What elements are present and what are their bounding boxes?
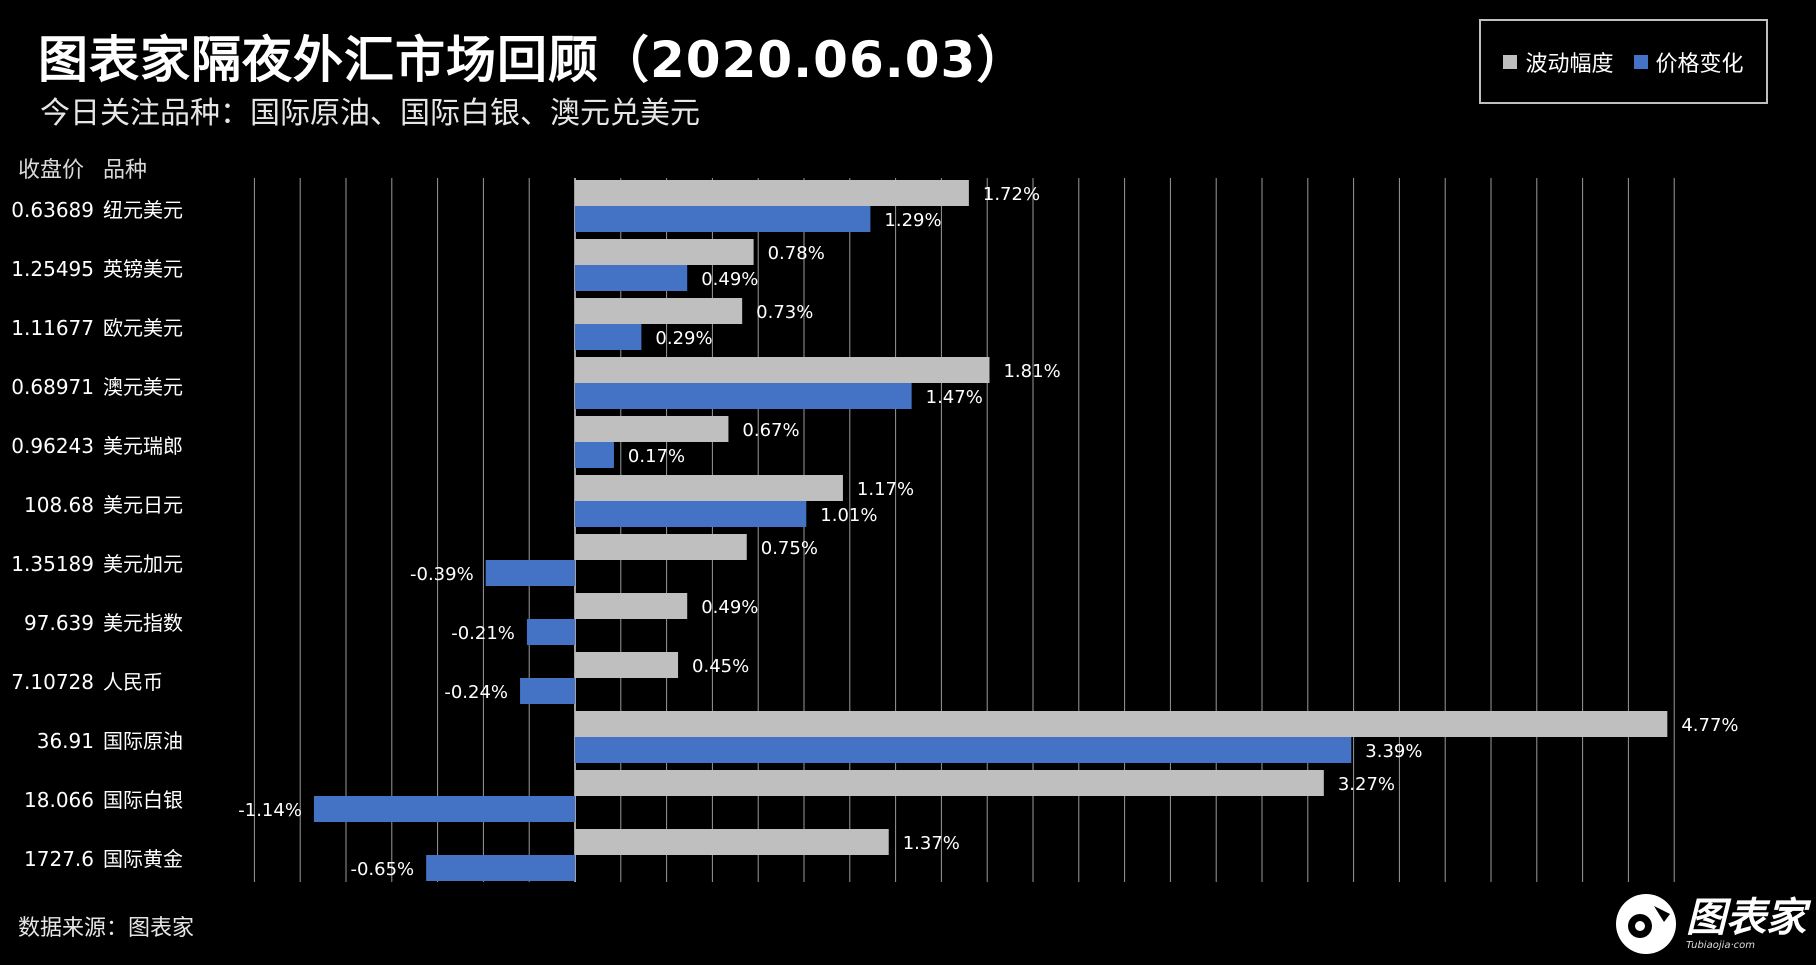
bar-change xyxy=(575,383,912,409)
bar-range xyxy=(575,829,889,855)
category-label: 英镑美元 xyxy=(103,257,183,281)
bar-range xyxy=(575,416,729,442)
close-price-label: 108.68 xyxy=(24,493,94,517)
data-label: 0.75% xyxy=(761,538,818,559)
bar-range xyxy=(575,298,743,324)
legend-swatch-range xyxy=(1503,54,1518,69)
data-label: 1.47% xyxy=(926,387,983,408)
category-label: 美元指数 xyxy=(103,611,183,635)
data-label: -0.65% xyxy=(350,859,414,880)
data-label: 1.17% xyxy=(857,479,914,500)
bar-range xyxy=(575,770,1324,796)
bar-change xyxy=(520,678,575,704)
bar-range xyxy=(575,357,990,383)
logo-emblem-icon xyxy=(1616,894,1676,954)
bar-change xyxy=(575,265,688,291)
data-label: 1.72% xyxy=(983,184,1040,205)
category-label: 国际黄金 xyxy=(103,847,183,871)
data-label: 0.49% xyxy=(701,597,758,618)
close-price-label: 1727.6 xyxy=(24,847,94,871)
close-price-label: 7.10728 xyxy=(11,670,94,694)
category-label: 国际原油 xyxy=(103,729,183,753)
close-price-label: 0.68971 xyxy=(11,375,94,399)
data-label: 1.37% xyxy=(903,833,960,854)
legend-item-range: 波动幅度 xyxy=(1503,46,1614,78)
header-close-price: 收盘价 xyxy=(18,158,85,183)
data-label: 0.45% xyxy=(692,656,749,677)
close-price-label: 1.11677 xyxy=(11,316,94,340)
data-label: 1.01% xyxy=(820,505,877,526)
bar-range xyxy=(575,534,747,560)
bar-change xyxy=(575,324,642,350)
data-label: -0.24% xyxy=(444,682,508,703)
bar-change xyxy=(426,855,575,881)
close-price-label: 97.639 xyxy=(24,611,94,635)
legend-label-range: 波动幅度 xyxy=(1525,51,1614,77)
close-price-label: 36.91 xyxy=(37,729,94,753)
data-label: 3.39% xyxy=(1365,741,1422,762)
data-label: 1.29% xyxy=(884,210,941,231)
data-label: -0.21% xyxy=(451,623,515,644)
legend: 波动幅度 价格变化 xyxy=(1479,19,1768,104)
bar-change xyxy=(526,619,575,645)
data-label: -1.14% xyxy=(238,800,302,821)
header-variety: 品种 xyxy=(103,158,148,183)
close-price-label: 0.63689 xyxy=(11,198,94,222)
category-label: 美元加元 xyxy=(103,552,183,576)
data-label: 0.17% xyxy=(628,446,685,467)
logo-text: 图表家 xyxy=(1686,894,1806,941)
chart-subtitle: 今日关注品种：国际原油、国际白银、澳元兑美元 xyxy=(40,96,700,131)
data-source: 数据来源：图表家 xyxy=(18,916,195,941)
bar-change xyxy=(575,737,1352,763)
bar-change xyxy=(575,206,871,232)
data-label: 0.78% xyxy=(768,243,825,264)
category-label: 美元日元 xyxy=(103,493,183,517)
data-label: 4.77% xyxy=(1681,715,1738,736)
bar-range xyxy=(575,180,969,206)
legend-swatch-change xyxy=(1633,54,1648,69)
data-label: 1.81% xyxy=(1003,361,1060,382)
bar-range xyxy=(575,239,754,265)
category-label: 人民币 xyxy=(103,670,163,694)
legend-label-change: 价格变化 xyxy=(1655,51,1744,77)
logo-subtext: Tubiaojia·com xyxy=(1686,939,1756,951)
bar-change xyxy=(575,501,807,527)
category-label: 澳元美元 xyxy=(103,375,183,399)
data-label: 0.49% xyxy=(701,269,758,290)
bar-range xyxy=(575,593,688,619)
bar-range xyxy=(575,475,843,501)
close-price-label: 0.96243 xyxy=(11,434,94,458)
category-label: 国际白银 xyxy=(103,788,183,812)
close-price-label: 18.066 xyxy=(24,788,94,812)
bar-range xyxy=(575,652,679,678)
data-label: 0.67% xyxy=(742,420,799,441)
data-label: 3.27% xyxy=(1338,774,1395,795)
legend-item-change: 价格变化 xyxy=(1633,46,1744,78)
bar-change xyxy=(575,442,614,468)
category-label: 美元瑞郎 xyxy=(103,434,183,458)
bar-change xyxy=(313,796,575,822)
close-price-label: 1.35189 xyxy=(11,552,94,576)
data-label: 0.73% xyxy=(756,302,813,323)
bar-range xyxy=(575,711,1668,737)
chart-title: 图表家隔夜外汇市场回顾（2020.06.03） xyxy=(38,31,1028,89)
category-label: 纽元美元 xyxy=(103,198,183,222)
bar-change xyxy=(485,560,575,586)
data-label: -0.39% xyxy=(410,564,474,585)
data-label: 0.29% xyxy=(655,328,712,349)
close-price-label: 1.25495 xyxy=(11,257,94,281)
logo: 图表家 Tubiaojia·com xyxy=(1614,892,1806,956)
category-label: 欧元美元 xyxy=(103,316,183,340)
